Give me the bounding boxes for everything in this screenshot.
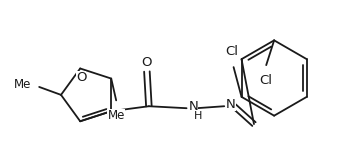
Text: Me: Me (107, 109, 125, 122)
Text: N: N (189, 100, 198, 113)
Text: Cl: Cl (225, 45, 238, 58)
Text: O: O (76, 71, 87, 84)
Text: Cl: Cl (260, 74, 273, 87)
Text: N: N (226, 98, 236, 111)
Text: Me: Me (14, 78, 31, 92)
Text: H: H (194, 111, 203, 121)
Text: O: O (142, 56, 152, 69)
